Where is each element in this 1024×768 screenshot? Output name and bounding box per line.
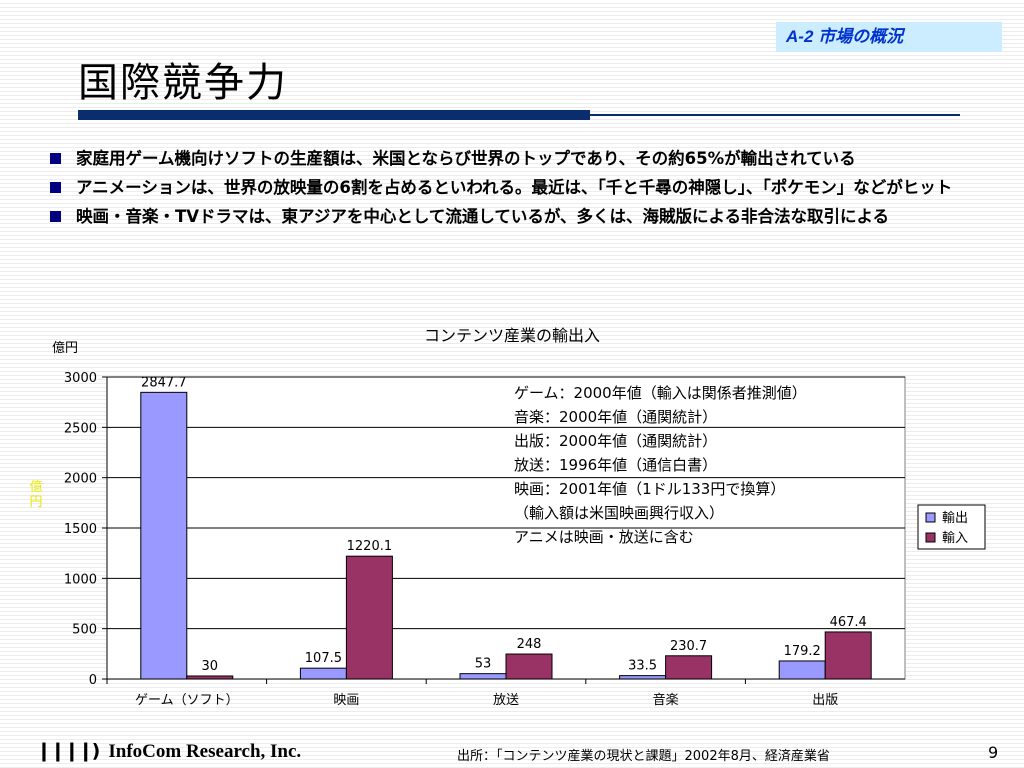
y-tick-label: 500 [72, 623, 97, 638]
bar [824, 631, 872, 680]
chart-note: 音楽：2000年値（通関統計） [514, 408, 717, 426]
bar-value-label: 53 [475, 657, 492, 672]
bar-value-label: 30 [202, 659, 219, 674]
side-axis-label: 億円 [29, 480, 43, 510]
bar [299, 667, 347, 680]
bar [778, 660, 826, 680]
bar-value-label: 1220.1 [347, 539, 393, 554]
bar [186, 675, 234, 680]
y-tick-label: 2000 [64, 472, 97, 487]
chart-note: 映画：2001年値（1ドル133円で換算） [514, 480, 785, 498]
bar [665, 655, 713, 680]
source-citation: 出所：「コンテンツ産業の現状と課題」2002年8月、経済産業省 [457, 749, 830, 764]
chart-note: 出版：2000年値（通関統計） [514, 432, 717, 450]
bar [140, 391, 188, 680]
bar-value-label: 467.4 [830, 615, 867, 630]
bar [505, 653, 553, 680]
bullet-text: アニメーションは、世界の放映量の6割を占めるといわれる。最近は、「千と千尋の神隠… [76, 178, 953, 197]
chart-note: ゲーム：2000年値（輸入は関係者推測値） [514, 384, 807, 402]
bar-value-label: 248 [517, 637, 542, 652]
bar-value-label: 179.2 [784, 644, 821, 659]
legend-label: 輸入 [942, 531, 968, 546]
chart-title: コンテンツ産業の輸出入 [423, 326, 600, 345]
chart-note: アニメは映画・放送に含む [514, 528, 694, 546]
x-tick-label: 放送 [493, 693, 519, 708]
section-tag: A-2 市場の概況 [776, 22, 1002, 52]
x-tick-label: 音楽 [653, 692, 679, 708]
chart-note: （輸入額は米国映画興行収入） [514, 504, 724, 522]
bullet-text: 映画・音楽・TVドラマは、東アジアを中心として流通しているが、多くは、海賊版によ… [76, 207, 890, 226]
x-tick-label: ゲーム（ソフト） [135, 693, 239, 708]
bar [619, 675, 667, 680]
legend-swatch [925, 512, 936, 523]
bullet-item: 家庭用ゲーム機向けソフトの生産額は、米国とならび世界のトップであり、その約65%… [48, 146, 978, 171]
title-underline-thin [590, 114, 960, 116]
y-axis-unit: 億円 [52, 341, 79, 356]
bullet-list: 家庭用ゲーム機向けソフトの生産額は、米国とならび世界のトップであり、その約65%… [48, 146, 978, 233]
x-tick-label: 映画 [333, 693, 359, 708]
bar [459, 673, 507, 680]
y-tick-label: 0 [89, 673, 97, 688]
bar [345, 555, 393, 680]
bar-value-label: 33.5 [628, 659, 657, 674]
logo-bars-icon: ❙❙❙❙) [36, 740, 100, 762]
page-title: 国際競争力 [78, 60, 288, 106]
chart-note: 放送：1996年値（通信白書） [514, 456, 717, 474]
legend-swatch [925, 532, 936, 543]
company-logo: ❙❙❙❙) InfoCom Research, Inc. [36, 740, 301, 763]
bar-value-label: 107.5 [305, 651, 342, 666]
y-tick-label: 3000 [64, 371, 97, 386]
title-underline-thick [78, 110, 590, 120]
square-bullet-icon [50, 211, 61, 222]
y-tick-label: 2500 [64, 421, 97, 436]
page-number: 9 [988, 743, 999, 762]
square-bullet-icon [50, 153, 61, 164]
bullet-text: 家庭用ゲーム機向けソフトの生産額は、米国とならび世界のトップであり、その約65%… [76, 149, 856, 168]
bullet-item: 映画・音楽・TVドラマは、東アジアを中心として流通しているが、多くは、海賊版によ… [48, 204, 978, 229]
company-name: InfoCom Research, Inc. [108, 741, 302, 762]
bullet-item: アニメーションは、世界の放映量の6割を占めるといわれる。最近は、「千と千尋の神隠… [48, 175, 978, 200]
legend-label: 輸出 [942, 511, 968, 526]
square-bullet-icon [50, 182, 61, 193]
x-tick-label: 出版 [812, 693, 838, 708]
bar-value-label: 230.7 [670, 639, 707, 654]
y-tick-label: 1000 [64, 572, 97, 587]
bar-value-label: 2847.7 [141, 375, 187, 390]
y-tick-label: 1500 [64, 522, 97, 537]
